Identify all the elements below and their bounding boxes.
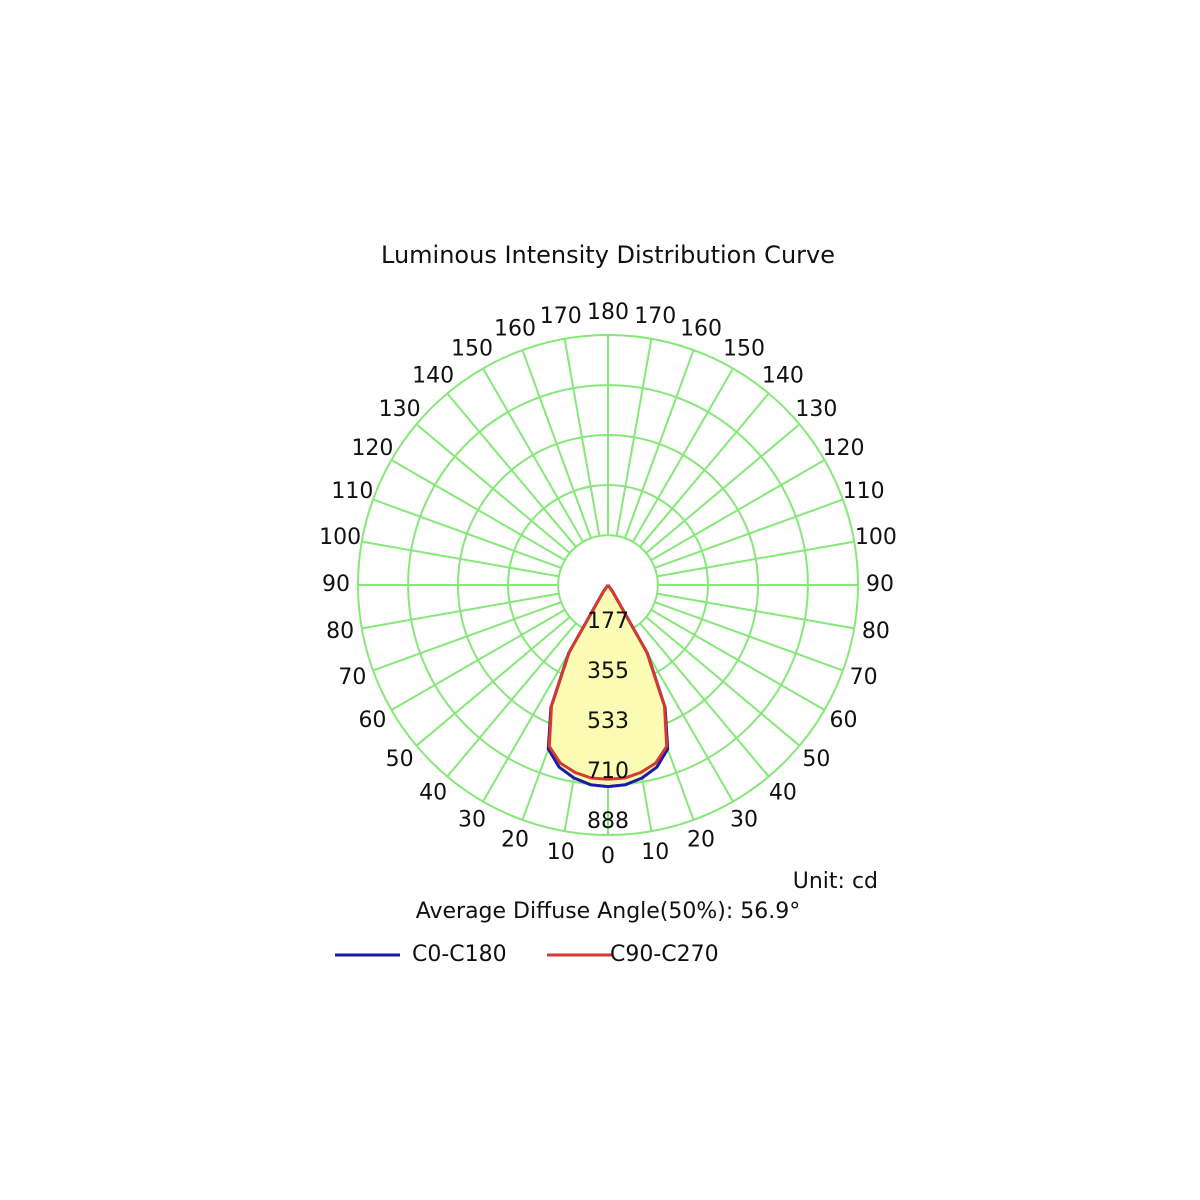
grid-spoke xyxy=(650,459,826,561)
angle-label: 180 xyxy=(587,300,629,325)
angle-label: 170 xyxy=(540,304,582,329)
angle-label: 140 xyxy=(762,364,804,389)
angle-label: 0 xyxy=(601,844,615,869)
grid-spoke xyxy=(654,498,844,569)
intensity-curve xyxy=(547,584,610,781)
grid-spoke xyxy=(372,601,562,672)
r-tick-label: 710 xyxy=(587,759,629,784)
grid-spoke xyxy=(361,540,560,578)
angle-label: 70 xyxy=(850,665,878,690)
legend-label: C0-C180 xyxy=(412,942,507,967)
legend-label: C90-C270 xyxy=(610,942,719,967)
angle-label: 80 xyxy=(862,619,890,644)
grid-spoke xyxy=(624,349,695,539)
angle-label: 100 xyxy=(319,525,361,550)
grid-spoke xyxy=(563,338,601,537)
grid-spoke xyxy=(656,592,855,630)
angle-label: 130 xyxy=(795,397,837,422)
angle-label: 90 xyxy=(866,572,894,597)
r-tick-label: 533 xyxy=(587,709,629,734)
grid-spoke xyxy=(650,609,826,711)
angle-label: 120 xyxy=(823,436,865,461)
grid-spoke xyxy=(482,367,584,543)
angle-label: 140 xyxy=(412,364,454,389)
grid-spoke xyxy=(446,622,577,778)
angle-label: 20 xyxy=(687,828,715,853)
intensity-curve xyxy=(606,584,669,781)
grid-spoke xyxy=(446,392,577,548)
angle-label: 130 xyxy=(379,397,421,422)
grid-spoke xyxy=(615,338,653,537)
chart-title: Luminous Intensity Distribution Curve xyxy=(381,241,835,269)
angle-label: 10 xyxy=(547,840,575,865)
grid-spoke xyxy=(361,592,560,630)
angle-label: 40 xyxy=(769,780,797,805)
angle-label: 10 xyxy=(641,840,669,865)
angle-label: 90 xyxy=(322,572,350,597)
angle-label: 60 xyxy=(358,708,386,733)
grid-spoke xyxy=(645,616,801,747)
angle-label: 150 xyxy=(451,336,493,361)
angle-label: 100 xyxy=(855,525,897,550)
unit-label: Unit: cd xyxy=(793,869,878,894)
angle-label: 70 xyxy=(338,665,366,690)
grid-spoke xyxy=(645,423,801,554)
angle-label: 20 xyxy=(501,828,529,853)
angle-label: 110 xyxy=(843,479,885,504)
angle-label: 30 xyxy=(730,808,758,833)
grid-spoke xyxy=(639,392,770,548)
grid-spoke xyxy=(372,498,562,569)
angle-label: 30 xyxy=(458,808,486,833)
angle-label: 110 xyxy=(331,479,373,504)
angle-label: 120 xyxy=(351,436,393,461)
angle-label: 50 xyxy=(802,747,830,772)
r-tick-label: 355 xyxy=(587,659,629,684)
angle-label: 40 xyxy=(419,780,447,805)
angle-label: 60 xyxy=(830,708,858,733)
angle-label: 150 xyxy=(723,336,765,361)
angle-label: 160 xyxy=(494,316,536,341)
angle-label: 160 xyxy=(680,316,722,341)
grid-spoke xyxy=(390,459,566,561)
grid-spoke xyxy=(654,601,844,672)
grid-spoke xyxy=(632,367,734,543)
annotation: Average Diffuse Angle(50%): 56.9° xyxy=(416,899,801,924)
grid-spoke xyxy=(521,349,592,539)
angle-label: 50 xyxy=(386,747,414,772)
r-tick-label: 888 xyxy=(587,809,629,834)
r-tick-label: 177 xyxy=(587,609,629,634)
grid-spoke xyxy=(639,622,770,778)
angle-label: 170 xyxy=(634,304,676,329)
grid-spoke xyxy=(656,540,855,578)
grid-spoke xyxy=(390,609,566,711)
grid-spoke xyxy=(415,616,571,747)
grid-spoke xyxy=(415,423,571,554)
angle-label: 80 xyxy=(326,619,354,644)
